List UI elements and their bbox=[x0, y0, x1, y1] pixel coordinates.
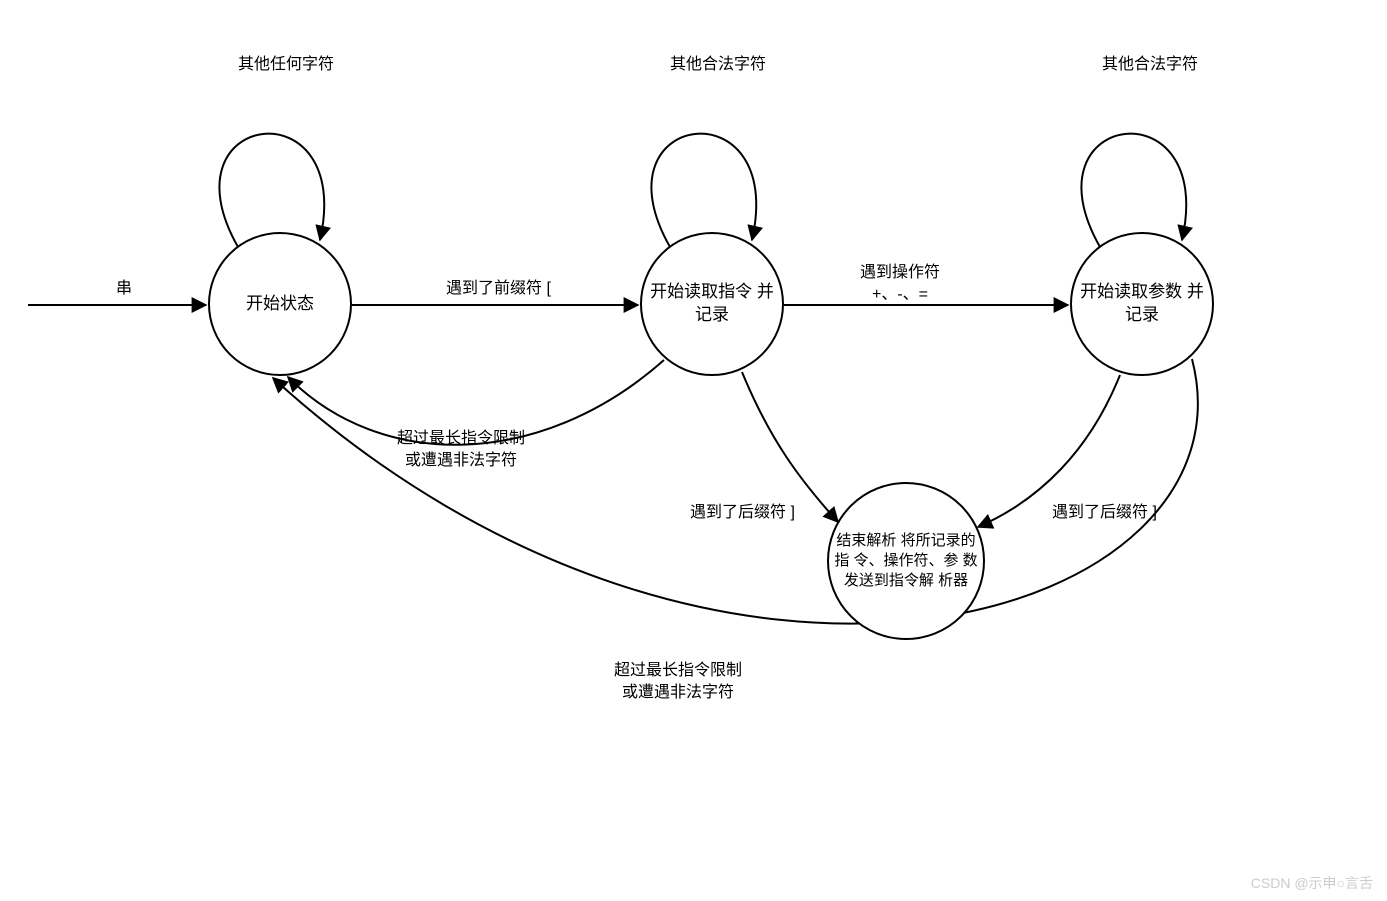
loop-label-n2: 其他合法字符 bbox=[670, 54, 766, 76]
node-label: 结束解析 将所记录的指 令、操作符、参 数发送到指令解 析器 bbox=[829, 531, 983, 592]
state-node-read-instruction: 开始读取指令 并记录 bbox=[640, 232, 784, 376]
watermark-text: CSDN @示申○言舌 bbox=[1251, 873, 1373, 893]
loop-label-n1: 其他任何字符 bbox=[238, 54, 334, 76]
edge-n3-n1 bbox=[273, 359, 1198, 624]
state-node-start: 开始状态 bbox=[208, 232, 352, 376]
edge-label-prefix: 遇到了前缀符 [ bbox=[446, 278, 551, 300]
node-label: 开始读取指令 并记录 bbox=[642, 281, 782, 327]
loop-n3 bbox=[1081, 134, 1186, 247]
loop-label-n3: 其他合法字符 bbox=[1102, 54, 1198, 76]
state-node-end-parse: 结束解析 将所记录的指 令、操作符、参 数发送到指令解 析器 bbox=[827, 482, 985, 640]
state-node-read-param: 开始读取参数 并记录 bbox=[1070, 232, 1214, 376]
edge-label-overflow-2: 超过最长指令限制 或遭遇非法字符 bbox=[614, 660, 742, 705]
state-diagram-edges bbox=[0, 0, 1387, 901]
edge-label-overflow-1: 超过最长指令限制 或遭遇非法字符 bbox=[397, 428, 525, 473]
edge-label-operator: 遇到操作符 +、-、= bbox=[860, 262, 940, 307]
loop-n1 bbox=[219, 134, 324, 247]
edge-label-suffix-1: 遇到了后缀符 ] bbox=[690, 502, 795, 524]
node-label: 开始读取参数 并记录 bbox=[1072, 281, 1212, 327]
loop-n2 bbox=[651, 134, 756, 247]
node-label: 开始状态 bbox=[246, 293, 314, 316]
edge-label-suffix-2: 遇到了后缀符 ] bbox=[1052, 502, 1157, 524]
edge-n2-n4 bbox=[742, 372, 838, 522]
edge-label-initial: 串 bbox=[116, 278, 132, 300]
